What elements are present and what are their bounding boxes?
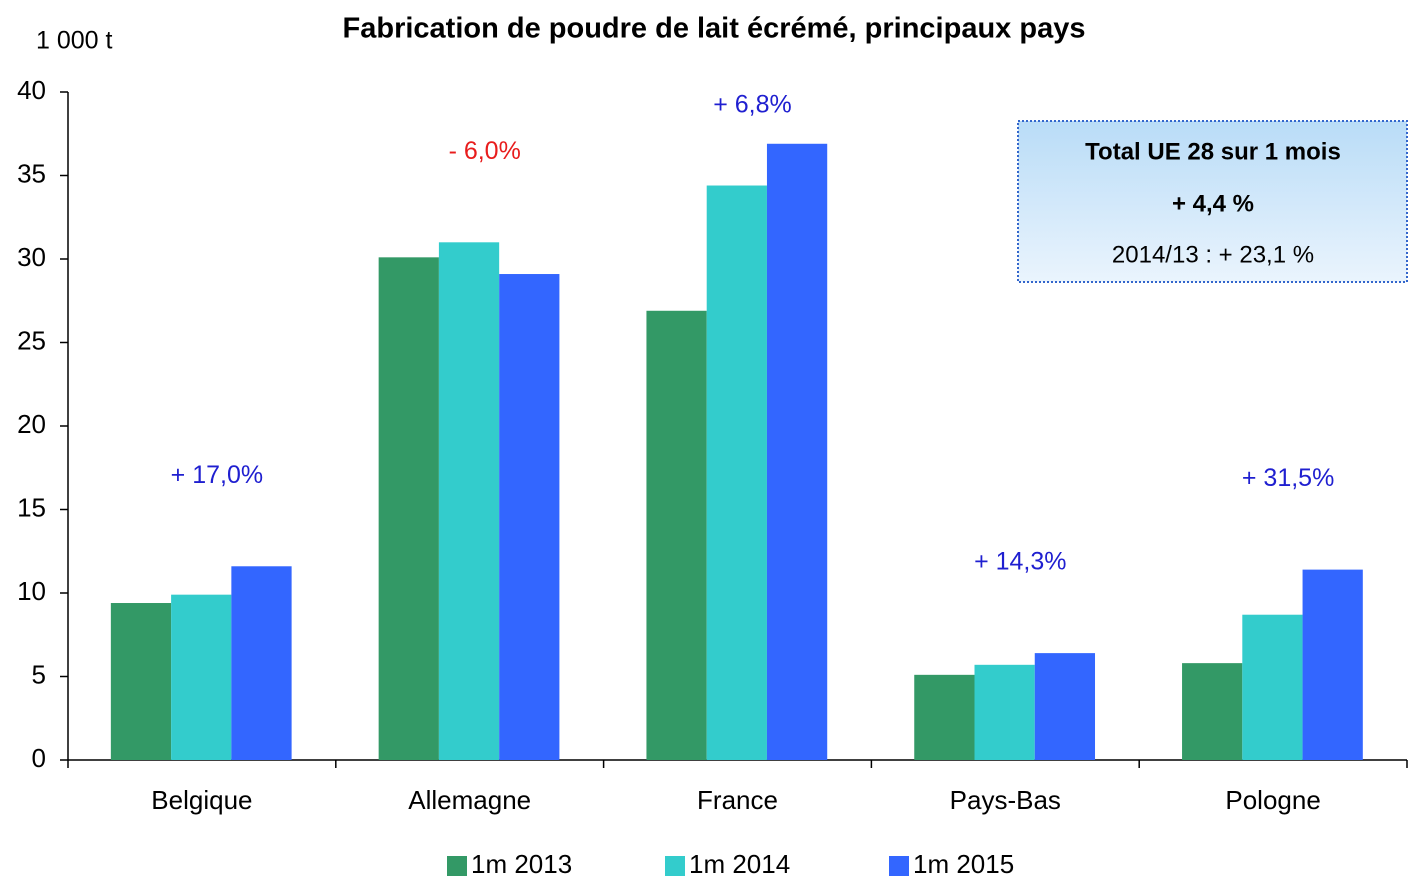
y-tick-label: 5 <box>32 659 46 689</box>
chart-title: Fabrication de poudre de lait écrémé, pr… <box>343 13 1086 45</box>
bar <box>378 257 439 760</box>
bar <box>171 594 232 760</box>
legend-swatch <box>665 856 685 876</box>
bar <box>706 185 767 760</box>
info-box-value: + 4,4 % <box>1172 190 1254 217</box>
y-tick-label: 30 <box>17 242 46 272</box>
y-tick-label: 15 <box>17 492 46 522</box>
legend-swatch <box>889 856 909 876</box>
annotation: + 17,0% <box>171 461 263 489</box>
legend-swatch <box>447 856 467 876</box>
y-tick-label: 0 <box>32 743 46 773</box>
annotation: + 6,8% <box>713 91 792 119</box>
info-box-note: 2014/13 : + 23,1 % <box>1112 241 1314 268</box>
info-box <box>1017 120 1408 283</box>
legend-label: 1m 2015 <box>913 849 1014 879</box>
bar <box>974 664 1035 760</box>
bar <box>1182 663 1243 760</box>
y-tick-label: 40 <box>17 75 46 105</box>
bar <box>438 242 500 761</box>
legend-label: 1m 2014 <box>689 849 790 879</box>
y-tick-label: 20 <box>17 409 46 439</box>
y-tick-label: 25 <box>17 325 46 355</box>
x-tick-label: France <box>697 785 778 815</box>
annotation: + 14,3% <box>974 548 1066 576</box>
bar <box>1242 614 1303 760</box>
bar <box>499 274 560 760</box>
bar <box>646 310 707 760</box>
y-axis-label: 1 000 t <box>36 27 113 55</box>
x-tick-label: Belgique <box>151 785 252 815</box>
y-tick-label: 10 <box>17 576 46 606</box>
bar <box>110 603 172 760</box>
bar <box>231 566 292 760</box>
annotation: - 6,0% <box>449 137 521 165</box>
legend-label: 1m 2013 <box>471 849 572 879</box>
annotation: + 31,5% <box>1242 464 1334 492</box>
x-tick-label: Allemagne <box>408 785 531 815</box>
x-tick-label: Pologne <box>1225 785 1320 815</box>
y-tick-label: 35 <box>17 158 46 188</box>
bar <box>1302 569 1363 760</box>
info-box-title: Total UE 28 sur 1 mois <box>1085 138 1341 165</box>
x-tick-label: Pays-Bas <box>950 785 1061 815</box>
bar <box>914 674 975 760</box>
bar <box>1034 653 1096 760</box>
bar <box>766 143 828 760</box>
